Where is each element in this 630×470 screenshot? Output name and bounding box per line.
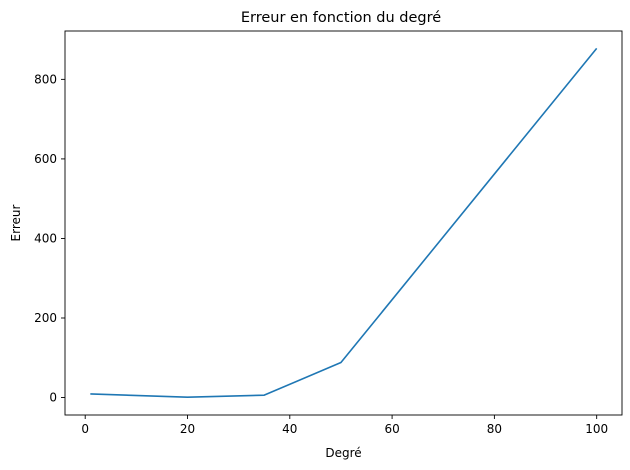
x-axis-ticks: 0 20 40 60 80 100 bbox=[81, 415, 608, 436]
y-tick-label: 200 bbox=[34, 311, 57, 325]
chart-title: Erreur en fonction du degré bbox=[241, 10, 441, 26]
x-tick-label: 100 bbox=[585, 422, 608, 436]
plot-area bbox=[90, 47, 598, 398]
y-tick-label: 400 bbox=[34, 231, 57, 245]
y-tick-label: 0 bbox=[49, 391, 57, 405]
x-tick-label: 0 bbox=[81, 422, 89, 436]
y-tick-label: 800 bbox=[34, 72, 57, 86]
x-tick-label: 60 bbox=[384, 422, 399, 436]
x-tick-label: 20 bbox=[180, 422, 195, 436]
y-axis-ticks: 0 200 400 600 800 bbox=[34, 72, 65, 405]
x-axis-label: Degré bbox=[325, 446, 361, 460]
y-tick-label: 600 bbox=[34, 152, 57, 166]
x-tick-label: 40 bbox=[282, 422, 297, 436]
y-axis-label: Erreur bbox=[9, 204, 23, 241]
x-tick-label: 80 bbox=[487, 422, 502, 436]
series-line-0 bbox=[90, 47, 598, 398]
plot-frame bbox=[64, 30, 623, 416]
